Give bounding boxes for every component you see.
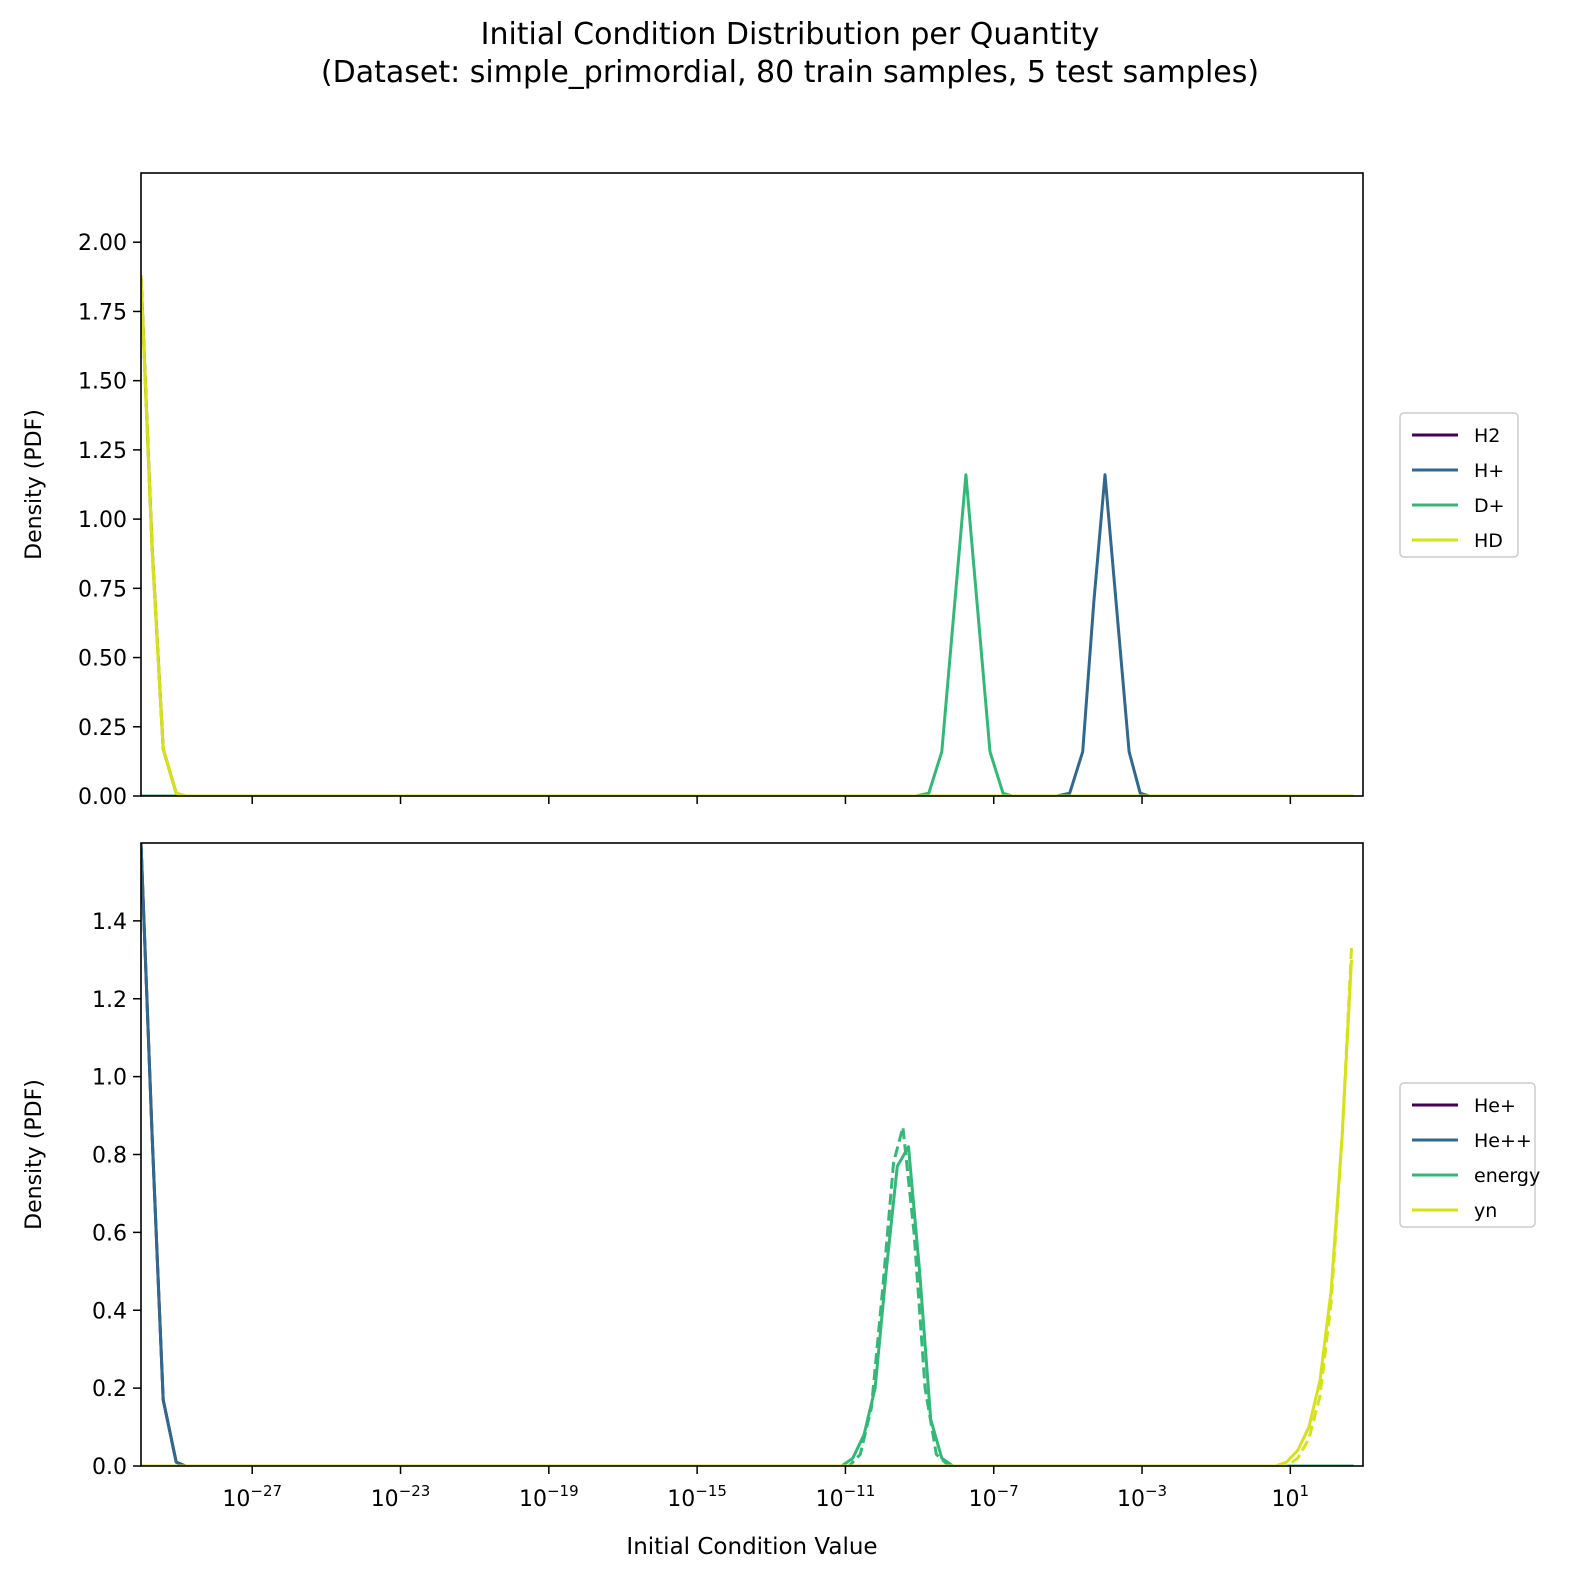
legend-entry: H+ (1474, 460, 1504, 482)
series-line-hplus (141, 473, 1354, 796)
chart-panel-2: 0.0 0.2 0.4 0.6 0.8 1.0 1.2 1.4 10−27 10−23 10−19 1… (22, 842, 1540, 1560)
figure-title: Initial Condition Distribution per Quant… (480, 17, 1100, 52)
x-tick-label: 10−19 (519, 1482, 579, 1512)
legend-box (1399, 1082, 1536, 1228)
y-tick-label: 0.50 (78, 647, 127, 672)
figure-subtitle: (Dataset: simple_primordial, 80 train sa… (320, 55, 1260, 90)
legend-entry: HD (1474, 530, 1503, 552)
y-tick-label: 0.6 (92, 1221, 127, 1246)
x-axis-label: Initial Condition Value (626, 1534, 877, 1560)
legend-box (1399, 412, 1519, 558)
x-tick-label: 10−7 (969, 1482, 1019, 1512)
x-tick-label: 10−15 (667, 1482, 727, 1512)
series-line-heplus (141, 843, 1354, 1466)
y-tick-label: 1.0 (92, 1066, 127, 1091)
series-line-extra-test (141, 1125, 1354, 1466)
y-tick-label: 1.25 (78, 439, 127, 464)
y-tick-label: 1.50 (78, 370, 127, 395)
x-tick-label: 10−11 (816, 1482, 876, 1512)
chart-panel-1: 0.00 0.25 0.50 0.75 1.00 1.25 1.50 1.75 2.00 Dens… (22, 172, 1519, 810)
y-tick-label: 0.25 (78, 716, 127, 741)
legend-entry: He++ (1474, 1130, 1532, 1152)
series-line-extra-test (141, 280, 1354, 796)
series-group (141, 843, 1354, 1466)
y-axis-label: Density (PDF) (22, 1079, 47, 1230)
y-tick-label: 0.0 (92, 1455, 127, 1480)
x-tick-label: 10−27 (222, 1482, 282, 1512)
series-line-dplus (141, 473, 1354, 796)
legend: He+ He++ energy yn (1399, 1082, 1540, 1228)
plot-frame (140, 842, 1364, 1467)
series-line-h2 (141, 275, 1354, 796)
series-line-yn (141, 959, 1353, 1466)
x-tick-label: 101 (1272, 1482, 1310, 1512)
series-line-energy (141, 1145, 1354, 1466)
y-tick-label: 0.4 (92, 1299, 127, 1324)
series-line-hd (141, 275, 1354, 796)
series-line-heplusplus (141, 843, 1354, 1466)
legend-entry: He+ (1474, 1095, 1516, 1117)
series-line-extra-test (141, 948, 1353, 1466)
legend-entry: D+ (1474, 495, 1505, 517)
y-tick-label: 1.4 (92, 910, 127, 935)
plot-frame (140, 172, 1364, 797)
legend-entry: energy (1474, 1165, 1540, 1187)
legend: H2 H+ D+ HD (1399, 412, 1519, 558)
y-tick-label: 1.75 (78, 300, 127, 325)
y-tick-label: 0.2 (92, 1377, 127, 1402)
y-axis-label: Density (PDF) (22, 409, 47, 560)
legend-entry: H2 (1474, 425, 1500, 447)
y-tick-label: 0.8 (92, 1144, 127, 1169)
y-tick-label: 0.00 (78, 785, 127, 810)
y-tick-label: 0.75 (78, 577, 127, 602)
x-tick-label: 10−3 (1117, 1482, 1167, 1512)
series-group (141, 275, 1354, 796)
y-tick-label: 1.00 (78, 508, 127, 533)
y-tick-label: 1.2 (92, 988, 127, 1013)
legend-entry: yn (1474, 1200, 1497, 1222)
x-tick-label: 10−23 (371, 1482, 431, 1512)
y-tick-label: 2.00 (78, 231, 127, 256)
